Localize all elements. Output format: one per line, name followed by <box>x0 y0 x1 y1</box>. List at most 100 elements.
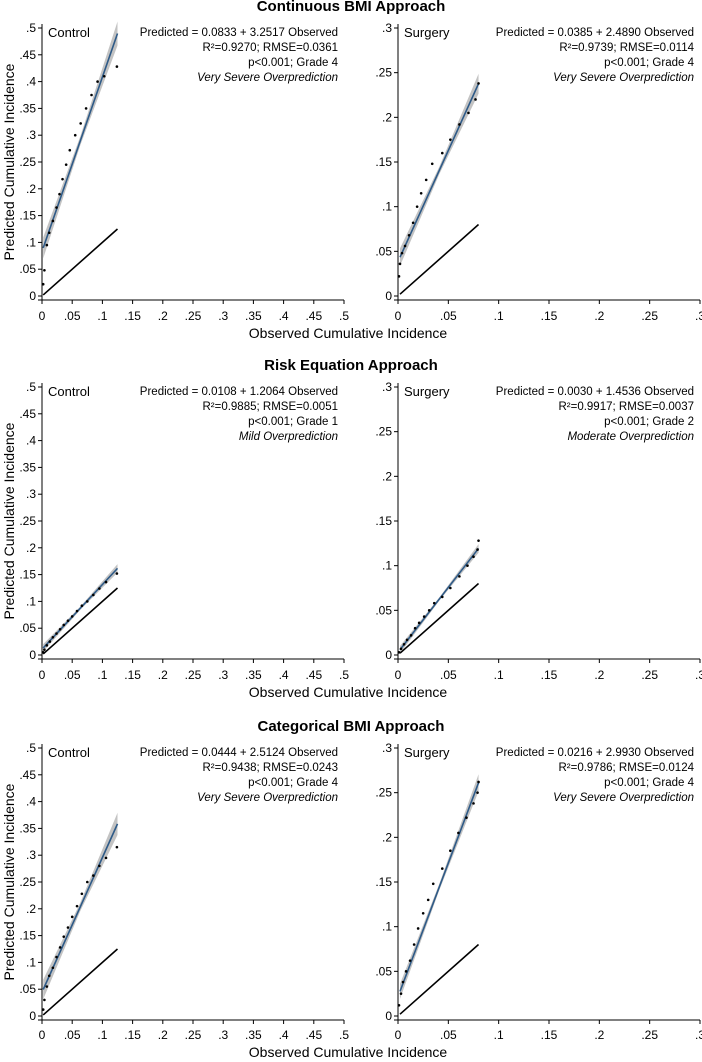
data-point <box>474 98 477 101</box>
data-point <box>58 946 62 949</box>
x-tick-label: .1 <box>494 668 504 682</box>
y-tick-label: .3 <box>26 487 36 501</box>
x-tick-label: .15 <box>541 668 558 682</box>
x-axis-label: Observed Cumulative Incidence <box>249 1044 448 1060</box>
x-tick-label: .5 <box>339 309 349 323</box>
x-tick-label: .5 <box>339 1028 349 1042</box>
y-tick-label: .3 <box>382 741 392 755</box>
x-tick-label: .25 <box>185 309 202 323</box>
x-tick-label: .05 <box>440 668 457 682</box>
x-tick-label: .15 <box>124 1028 141 1042</box>
data-point <box>458 123 461 126</box>
y-tick-label: .15 <box>19 929 36 943</box>
x-tick-label: .05 <box>440 309 457 323</box>
data-point <box>104 580 108 584</box>
data-point <box>115 572 119 575</box>
data-point <box>55 206 58 209</box>
data-point <box>104 856 108 860</box>
x-tick-label: .3 <box>218 1028 228 1042</box>
x-tick-label: .3 <box>695 1028 702 1042</box>
y-tick-label: .2 <box>382 830 392 844</box>
data-point <box>424 178 428 182</box>
data-point <box>115 65 119 68</box>
data-point <box>43 648 46 651</box>
y-tick-label: .35 <box>19 101 36 115</box>
annotation-line: R²=0.9885; RMSE=0.0051 <box>202 401 338 413</box>
data-point <box>80 892 84 896</box>
data-point <box>45 243 49 247</box>
y-tick-label: .35 <box>19 821 36 835</box>
section-2: Risk Equation Approach Predicted Cumulati… <box>1 357 702 700</box>
y-tick-label: .25 <box>375 425 392 439</box>
y-tick-label: .4 <box>26 434 36 448</box>
data-point <box>449 586 452 590</box>
y-tick-label: .3 <box>382 21 392 35</box>
data-point <box>407 233 411 237</box>
x-tick-label: .1 <box>97 309 107 323</box>
y-tick-label: .15 <box>375 514 392 528</box>
y-tick-label: .15 <box>375 875 392 889</box>
data-point <box>403 244 407 248</box>
data-point <box>401 980 405 984</box>
data-point <box>413 626 417 630</box>
data-point <box>402 642 406 646</box>
reference-line <box>399 943 480 1015</box>
data-point <box>417 621 421 625</box>
panel-label: Control <box>48 745 90 760</box>
x-tick-label: .15 <box>541 1028 558 1042</box>
data-point <box>458 575 461 578</box>
data-point <box>43 268 46 272</box>
data-point <box>66 926 70 929</box>
y-tick-label: 0 <box>29 289 36 303</box>
data-point <box>404 970 408 973</box>
fitted-line <box>399 83 480 258</box>
x-tick-label: 0 <box>39 309 46 323</box>
data-point <box>440 867 444 870</box>
data-point <box>41 651 45 654</box>
annotation-line: R²=0.9438; RMSE=0.0243 <box>202 762 338 774</box>
data-point <box>477 780 480 784</box>
x-tick-label: .2 <box>594 1028 604 1042</box>
x-tick-label: .05 <box>440 1028 457 1042</box>
data-point <box>58 627 62 631</box>
data-point <box>73 133 77 137</box>
data-point <box>397 275 401 278</box>
x-tick-label: .4 <box>279 668 289 682</box>
y-tick-label: .25 <box>19 155 36 169</box>
y-tick-label: .25 <box>375 66 392 80</box>
y-tick-label: .25 <box>375 786 392 800</box>
data-point <box>70 915 74 919</box>
data-point <box>440 595 444 599</box>
y-tick-label: .15 <box>19 568 36 582</box>
data-point <box>422 615 426 618</box>
y-tick-label: .25 <box>19 875 36 889</box>
data-point <box>75 904 79 908</box>
data-point <box>477 82 480 85</box>
y-tick-label: .2 <box>26 182 36 196</box>
data-point <box>55 955 58 959</box>
x-tick-label: .25 <box>185 668 202 682</box>
data-point <box>68 148 72 152</box>
y-tick-label: .5 <box>26 21 36 35</box>
annotation-line: Very Severe Overprediction <box>553 72 694 84</box>
data-point <box>41 282 45 286</box>
data-point <box>96 80 99 83</box>
data-point <box>408 959 412 962</box>
x-tick-label: .35 <box>245 1028 262 1042</box>
y-tick-label: .3 <box>26 848 36 862</box>
y-tick-label: .3 <box>382 380 392 394</box>
data-point <box>427 609 431 612</box>
panel-control: 00 .05 .05 .1 .1 .15 .15 .2 .2 .25 .25 .3 .3 .35 .35 .4… <box>19 741 349 1042</box>
x-tick-label: .05 <box>64 668 81 682</box>
data-point <box>467 111 470 115</box>
fitted-line <box>42 33 119 249</box>
annotation-line: Predicted = 0.0833 + 3.2517 Observed <box>140 27 338 39</box>
data-point <box>61 177 64 181</box>
y-tick-label: 0 <box>29 1009 36 1023</box>
data-point <box>409 634 413 637</box>
y-tick-label: .2 <box>382 469 392 483</box>
data-point <box>432 601 436 605</box>
fitted-line <box>42 567 119 649</box>
x-tick-label: .2 <box>594 309 604 323</box>
panel-surgery: 00 .05 .05 .1 .1 .15 .15 .2 .2 .25 .25 .3 .3 Surgery P… <box>375 741 702 1042</box>
